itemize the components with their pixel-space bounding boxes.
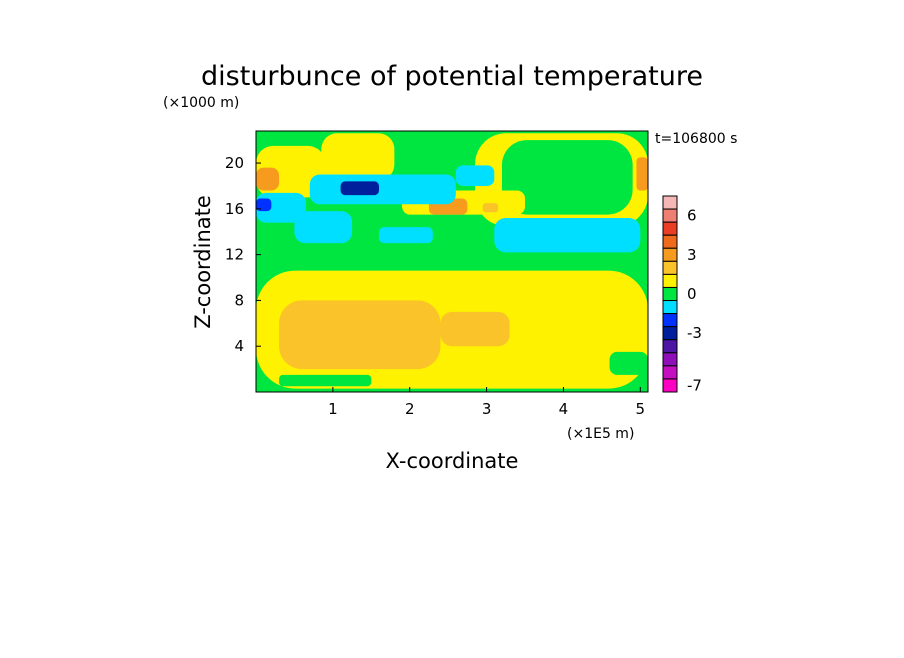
colorbar-swatch [662, 286, 678, 302]
field-region [340, 181, 379, 196]
y-tick-label: 12 [225, 246, 244, 264]
colorbar-swatch [662, 234, 678, 249]
colorbar-swatch [662, 208, 678, 223]
field-region [482, 203, 499, 213]
x-tick-label: 5 [636, 400, 646, 418]
y-tick-label: 16 [225, 200, 244, 218]
x-tick-label: 3 [482, 400, 492, 418]
field-region [609, 351, 648, 375]
field-region [256, 198, 272, 212]
colorbar-swatch [662, 352, 678, 367]
y-tick-label: 8 [234, 291, 244, 309]
field-region [455, 165, 495, 186]
y-axis-label: Z-coordinate [191, 195, 215, 329]
x-tick-label: 4 [559, 400, 569, 418]
colorbar-label: 3 [687, 246, 697, 264]
field-region [440, 311, 510, 347]
colorbar-swatch [662, 300, 678, 315]
time-label: t=106800 s [655, 131, 737, 147]
colorbar-swatch [662, 221, 678, 236]
x-tick-label: 1 [328, 400, 338, 418]
field-region [636, 157, 648, 191]
colorbar-swatch [662, 260, 678, 275]
colorbar: 6 3 0 -3 -7 [662, 195, 702, 394]
x-tick-label: 2 [405, 400, 415, 418]
colorbar-label: -7 [687, 376, 702, 394]
colorbar-swatch [662, 247, 678, 262]
heatmap-field [256, 131, 648, 392]
colorbar-swatch [662, 378, 678, 393]
field-region [309, 174, 456, 205]
colorbar-swatch [662, 195, 678, 210]
field-region [279, 300, 441, 370]
field-region [494, 218, 641, 253]
colorbar-label: 6 [687, 207, 697, 225]
y-unit-label: (×1000 m) [163, 95, 239, 111]
colorbar-swatch [662, 365, 678, 380]
colorbar-swatch [662, 326, 678, 341]
field-region [501, 140, 633, 215]
x-axis-label: X-coordinate [386, 449, 519, 473]
colorbar-swatch [662, 339, 678, 354]
colorbar-swatch [662, 273, 678, 288]
colorbar-label: -3 [687, 324, 702, 342]
y-tick-label: 20 [225, 154, 244, 172]
field-region [294, 211, 353, 244]
colorbar-swatch [662, 313, 678, 328]
plot-frame [255, 130, 649, 393]
field-region [279, 374, 372, 387]
x-axis-ticks: 1 2 3 4 5 [328, 387, 645, 418]
y-axis-ticks: 4 8 12 16 20 [225, 154, 261, 355]
field-region [378, 227, 433, 244]
field-region [321, 133, 395, 181]
colorbar-label: 0 [687, 285, 697, 303]
y-tick-label: 4 [234, 337, 244, 355]
chart-title: disturbunce of potential temperature [201, 61, 703, 92]
x-unit-label: (×1E5 m) [567, 426, 634, 442]
field-region [256, 167, 280, 191]
